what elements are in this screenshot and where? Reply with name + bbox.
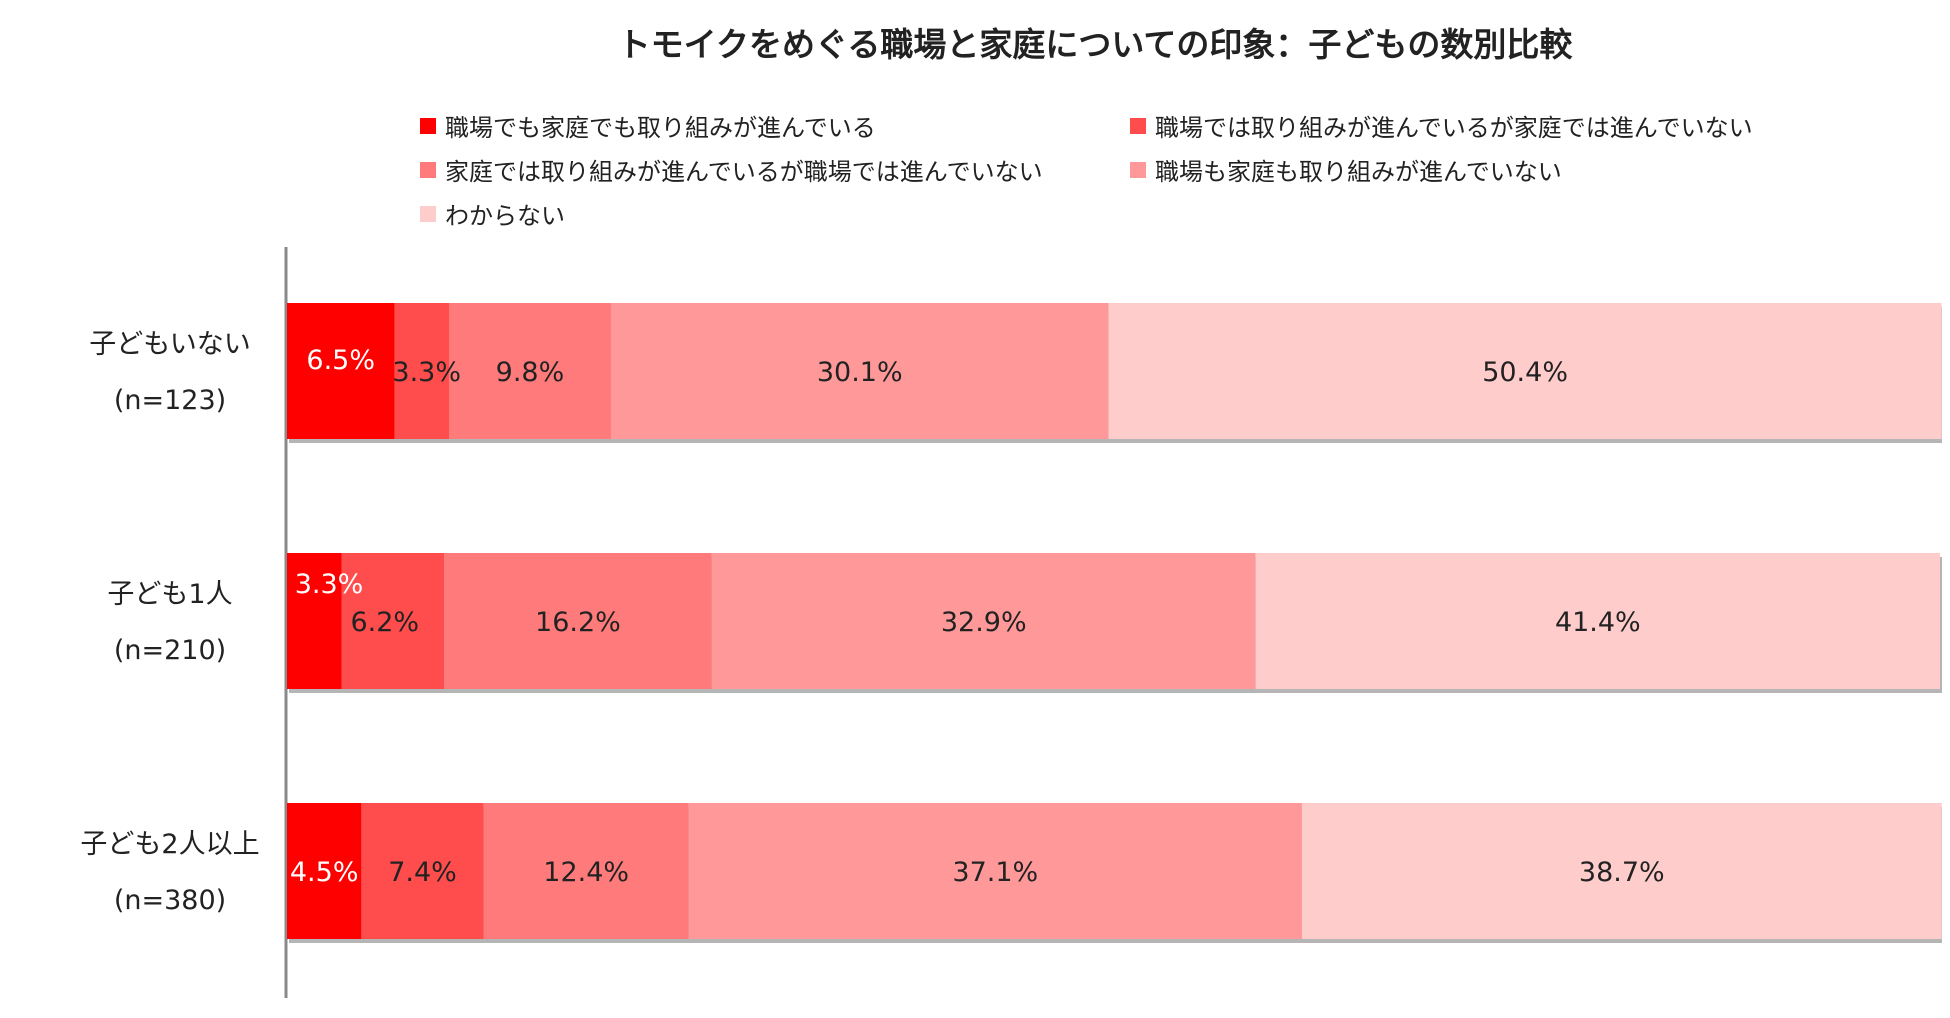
data-label: 4.5% [290,857,359,888]
category-label: 子ども2人以上 [80,829,259,860]
chart-title: トモイクをめぐる職場と家庭についての印象：子どもの数別比較 [617,25,1573,64]
bar-segment [287,553,342,689]
legend-label: 職場も家庭も取り組みが進んでいない [1155,158,1562,186]
bar-segment [610,303,1109,439]
legend-swatch [420,205,436,222]
data-label: 30.1% [817,357,903,388]
legend-swatch [420,117,436,134]
data-label: 6.2% [350,607,419,638]
bar-segment [444,553,712,689]
bar-segment [287,303,395,439]
data-label: 37.1% [952,857,1038,888]
legend-item-3: 家庭では取り組みが進んでいるが職場では進んでいない [420,152,1043,187]
bar-segment [341,553,445,689]
data-label: 12.4% [543,857,629,888]
category-sample-size: (n=380) [114,885,226,916]
legend-label: 職場では取り組みが進んでいるが家庭では進んでいない [1155,114,1753,142]
legend-label: 家庭では取り組みが進んでいるが職場では進んでいない [445,158,1043,186]
category-sample-size: (n=123) [114,385,226,416]
legend-label: 職場でも家庭でも取り組みが進んでいる [445,114,876,142]
data-label: 41.4% [1555,607,1641,638]
data-label: 32.9% [941,607,1027,638]
bar-segment [394,303,449,439]
legend-swatch [1130,117,1146,134]
data-label: 16.2% [535,607,621,638]
bar-segment [711,553,1256,689]
data-label: 3.3% [295,569,364,600]
data-label: 38.7% [1579,857,1665,888]
bar-segment [1108,303,1942,439]
data-label: 6.5% [306,345,375,376]
category-label: 子どもいない [89,329,250,360]
bar-segment [483,803,689,939]
legend-item-5: わからない [420,196,565,231]
legend-label: わからない [445,202,565,230]
bar-segment [361,803,484,939]
legend-item-2: 職場では取り組みが進んでいるが家庭では進んでいない [1130,108,1753,143]
bar-segment [1301,803,1942,939]
data-label: 50.4% [1482,357,1568,388]
legend-item-1: 職場でも家庭でも取り組みが進んでいる [420,108,876,143]
bar-segment [448,303,611,439]
bar-segment [287,803,362,939]
category-label: 子ども1人 [107,579,232,610]
legend-swatch [420,161,436,178]
bar-segment [1255,553,1940,689]
data-label: 3.3% [392,357,461,388]
legend-item-4: 職場も家庭も取り組みが進んでいない [1130,152,1562,187]
data-label: 9.8% [496,357,565,388]
data-label: 7.4% [388,857,457,888]
legend-swatch [1130,161,1146,178]
category-sample-size: (n=210) [114,635,226,666]
bar-segment [688,803,1302,939]
